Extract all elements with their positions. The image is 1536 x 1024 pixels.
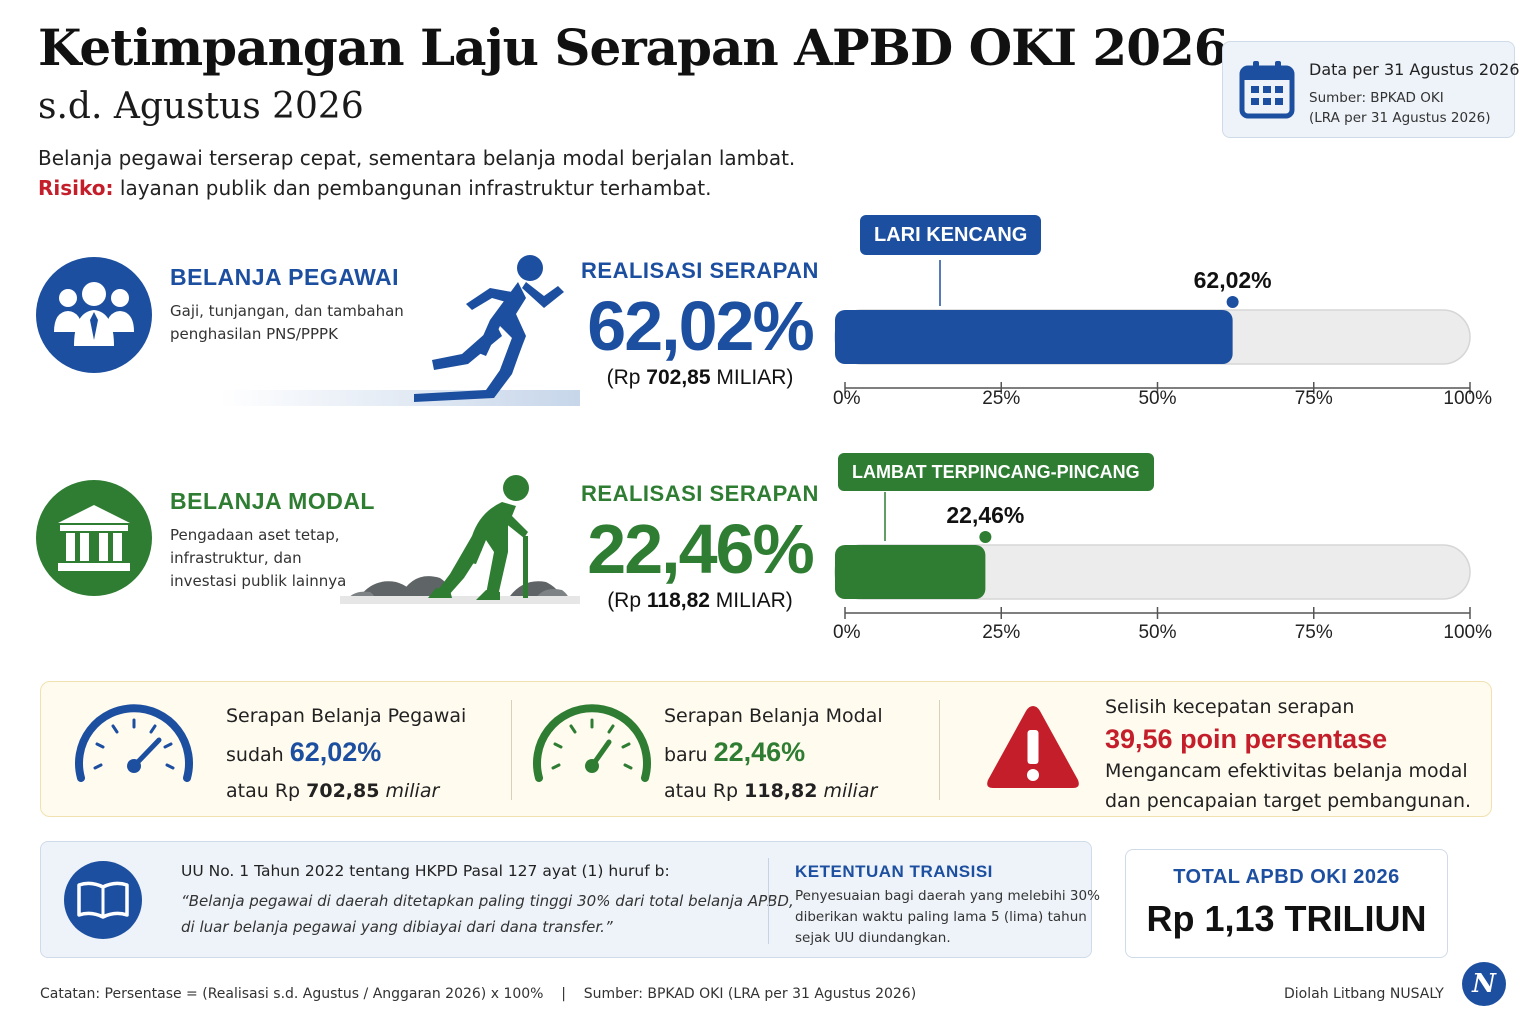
divider — [511, 700, 512, 800]
data-source: Sumber: BPKAD OKI (LRA per 31 Agustus 20… — [1309, 90, 1491, 126]
data-date: Data per 31 Agustus 2026 — [1309, 60, 1520, 79]
axis-tick-label: 0% — [833, 388, 861, 409]
transition-title: KETENTUAN TRANSISI — [795, 862, 993, 881]
footnote: Catatan: Persentase = (Realisasi s.d. Ag… — [40, 986, 917, 1002]
big-percentage-pegawai: 62,02% — [587, 287, 814, 365]
value-marker-pegawai — [1226, 296, 1239, 308]
axis-tick-label: 0% — [833, 622, 861, 643]
axis-tick-label: 50% — [1138, 388, 1176, 409]
summary-modal-value: 22,46% — [713, 737, 806, 767]
page-subtitle: s.d. Agustus 2026 — [38, 86, 364, 127]
warning-icon — [987, 706, 1079, 788]
axis-tick-label: 100% — [1443, 388, 1492, 409]
big-percentage-modal: 22,46% — [587, 510, 814, 588]
tag-lari-kencang: LARI KENCANG — [860, 215, 1042, 255]
regulation-quote: “Belanja pegawai di daerah ditetapkan pa… — [181, 892, 794, 936]
government-building-icon — [36, 480, 152, 596]
axis-ticks-modal: 0% 25% 50% 75% 100% — [833, 607, 1492, 643]
summary-gap: Selisih kecepatan serapan 39,56 poin per… — [1105, 696, 1472, 812]
divider — [939, 700, 940, 800]
realisasi-label-modal: REALISASI SERAPAN — [581, 481, 819, 506]
value-label-pegawai: 62,02% — [1194, 267, 1272, 293]
category-desc-pegawai: Gaji, tunjangan, dan tambahan penghasila… — [170, 302, 404, 343]
transition-text: Penyesuaian bagi daerah yang melebihi 30… — [795, 888, 1100, 946]
risk-label: Risiko: — [38, 176, 114, 200]
tag-lambat: LAMBAT TERPINCANG-PINCANG — [838, 453, 1154, 491]
data-info-box: Data per 31 Agustus 2026 Sumber: BPKAD O… — [1222, 41, 1520, 138]
value-marker-modal — [979, 531, 992, 543]
axis-tick-label: 25% — [982, 388, 1020, 409]
category-title-pegawai: BELANJA PEGAWAI — [170, 264, 400, 290]
amount-modal: (Rp 118,82 MILIAR) — [607, 589, 793, 612]
amount-pegawai: (Rp 702,85 MILIAR) — [606, 366, 794, 389]
summary-pegawai-value: 62,02% — [289, 737, 382, 767]
publisher-logo: N — [1462, 962, 1506, 1006]
slow-walker-illustration — [340, 474, 580, 604]
runner-illustration — [220, 255, 580, 406]
calendar-icon — [1239, 61, 1295, 119]
divider — [768, 858, 769, 944]
value-label-modal: 22,46% — [946, 502, 1024, 528]
page-title: Ketimpangan Laju Serapan APBD OKI 2026 — [38, 18, 1229, 77]
axis-ticks-pegawai: 0% 25% 50% 75% 100% — [833, 382, 1492, 409]
speedometer-slow-icon — [533, 704, 651, 782]
bar-pegawai — [835, 310, 1233, 364]
summary-modal: Serapan Belanja Modal baru 22,46% atau R… — [664, 705, 883, 802]
credit: Diolah Litbang NUSALY — [1284, 986, 1444, 1002]
realisasi-label-pegawai: REALISASI SERAPAN — [581, 258, 819, 283]
regulation-box: UU No. 1 Tahun 2022 tentang HKPD Pasal 1… — [40, 841, 1100, 958]
axis-tick-label: 75% — [1295, 622, 1333, 643]
risk-text: layanan publik dan pembangunan infrastru… — [113, 176, 712, 200]
gap-value: 39,56 poin persentase — [1105, 724, 1388, 754]
axis-tick-label: 50% — [1138, 622, 1176, 643]
total-value: Rp 1,13 TRILIUN — [1146, 898, 1427, 939]
total-apbd-box: TOTAL APBD OKI 2026 Rp 1,13 TRILIUN — [1125, 849, 1448, 958]
description-line: Belanja pegawai terserap cepat, sementar… — [38, 146, 796, 170]
summary-panel: Serapan Belanja Pegawai sudah 62,02% ata… — [40, 681, 1492, 817]
people-icon — [36, 257, 152, 373]
risk-line: Risiko: layanan publik dan pembangunan i… — [38, 176, 711, 200]
category-title-modal: BELANJA MODAL — [170, 488, 375, 514]
absorption-bar-chart: 0% 25% 50% 75% 100% 0% 25% 50% 75% 100% 62,02% 2… — [833, 260, 1492, 643]
total-label: TOTAL APBD OKI 2026 — [1173, 866, 1400, 888]
category-desc-modal: Pengadaan aset tetap, infrastruktur, dan… — [170, 526, 347, 590]
bar-modal — [835, 545, 986, 599]
axis-tick-label: 100% — [1443, 622, 1492, 643]
speedometer-fast-icon — [75, 704, 193, 782]
axis-tick-label: 25% — [982, 622, 1020, 643]
book-icon — [64, 861, 142, 939]
axis-tick-label: 75% — [1295, 388, 1333, 409]
summary-pegawai: Serapan Belanja Pegawai sudah 62,02% ata… — [226, 705, 467, 802]
regulation-heading: UU No. 1 Tahun 2022 tentang HKPD Pasal 1… — [181, 862, 670, 880]
